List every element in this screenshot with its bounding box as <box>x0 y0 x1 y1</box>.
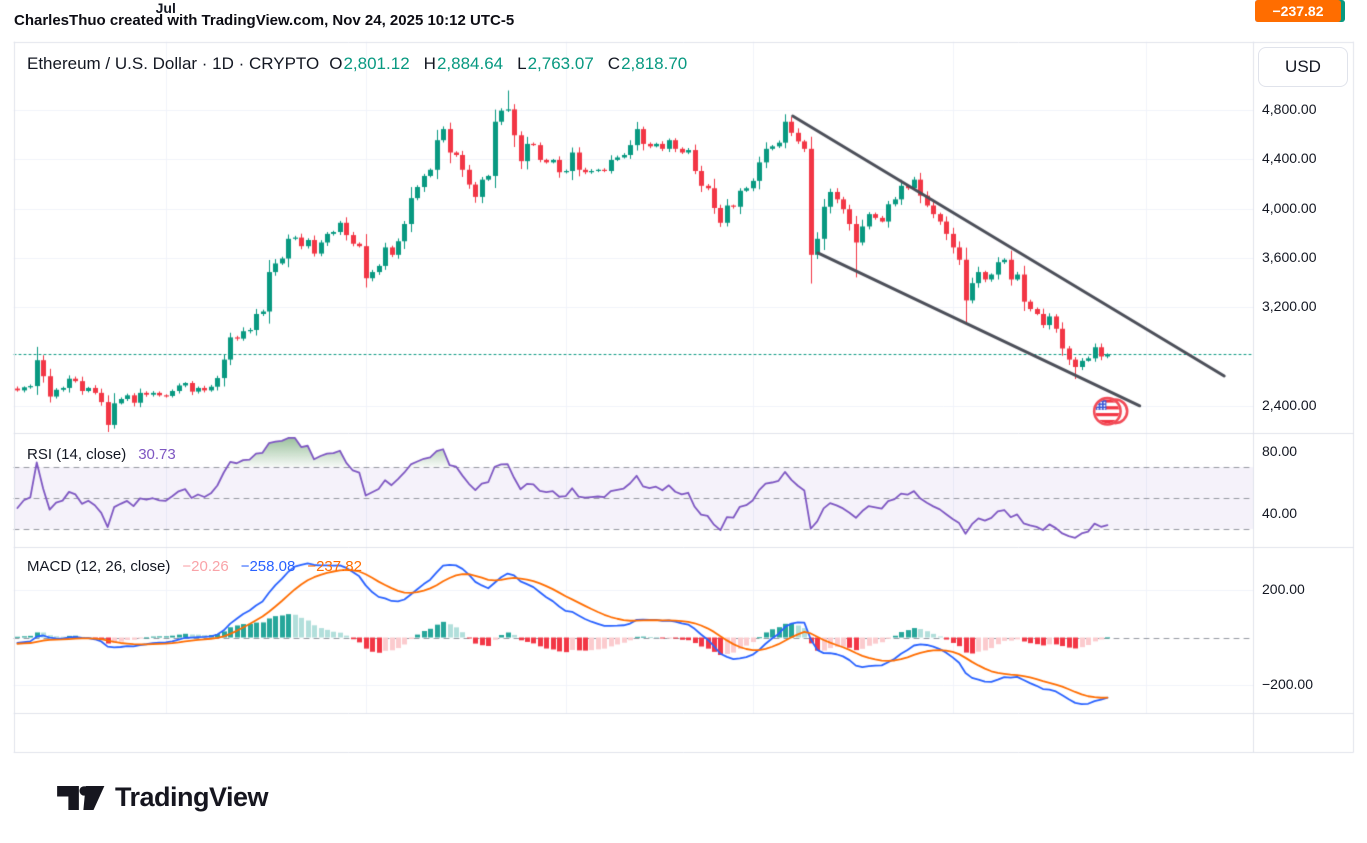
macd-line-value: −258.08 <box>240 558 296 575</box>
price-axis-label: 4,000.00 <box>1262 199 1317 216</box>
close-value: 2,818.70 <box>621 54 688 73</box>
symbol-title: Ethereum / U.S. Dollar · 1D · CRYPTO <box>27 54 320 73</box>
rsi-axis-label: 80.00 <box>1262 442 1298 459</box>
price-axis-label: 4,800.00 <box>1262 101 1317 117</box>
tradingview-footer: TradingView <box>57 782 269 813</box>
macd-axis-label: −200.00 <box>1262 676 1313 692</box>
symbol-status-line: Ethereum / U.S. Dollar · 1D · CRYPTO O 2,… <box>27 54 687 74</box>
macd-label: MACD (12, 26, close) <box>27 558 171 575</box>
rsi-axis-label: 40.00 <box>1262 504 1298 521</box>
macd-signal-badge: −237.82 <box>1255 0 1341 22</box>
high-value: 2,884.64 <box>436 54 504 73</box>
low-label: L <box>517 54 527 73</box>
ohlc-values: O 2,801.12 H 2,884.64 L 2,763.07 C 2,818.70 <box>329 54 687 74</box>
rsi-label: RSI (14, close) <box>27 446 127 463</box>
price-axis-label: 3,600.00 <box>1262 248 1317 265</box>
time-axis-month-label: Jul <box>155 0 176 16</box>
tradingview-wordmark: TradingView <box>115 782 269 812</box>
open-value: 2,801.12 <box>343 54 410 73</box>
macd-hist-value: −20.26 <box>182 558 229 575</box>
attribution-text: CharlesThuo created with TradingView.com… <box>14 12 515 29</box>
price-axis-label: 3,200.00 <box>1262 298 1317 315</box>
macd-axis-label: 200.00 <box>1262 581 1305 597</box>
price-axis-label: 4,400.00 <box>1262 150 1317 167</box>
macd-signal-value: −237.82 <box>307 558 362 575</box>
low-value: 2,763.07 <box>527 54 594 73</box>
close-label: C <box>607 54 621 73</box>
rsi-status-line: RSI (14, close) 30.73 <box>27 446 176 463</box>
price-axis-label: 2,400.00 <box>1262 396 1317 413</box>
high-label: H <box>423 54 436 73</box>
tradingview-logo-icon <box>57 785 105 810</box>
open-label: O <box>329 54 343 73</box>
rsi-value: 30.73 <box>138 446 176 463</box>
currency-button[interactable]: USD <box>1258 47 1348 87</box>
macd-status-line: MACD (12, 26, close) −20.26 −258.08 −237… <box>27 558 362 575</box>
